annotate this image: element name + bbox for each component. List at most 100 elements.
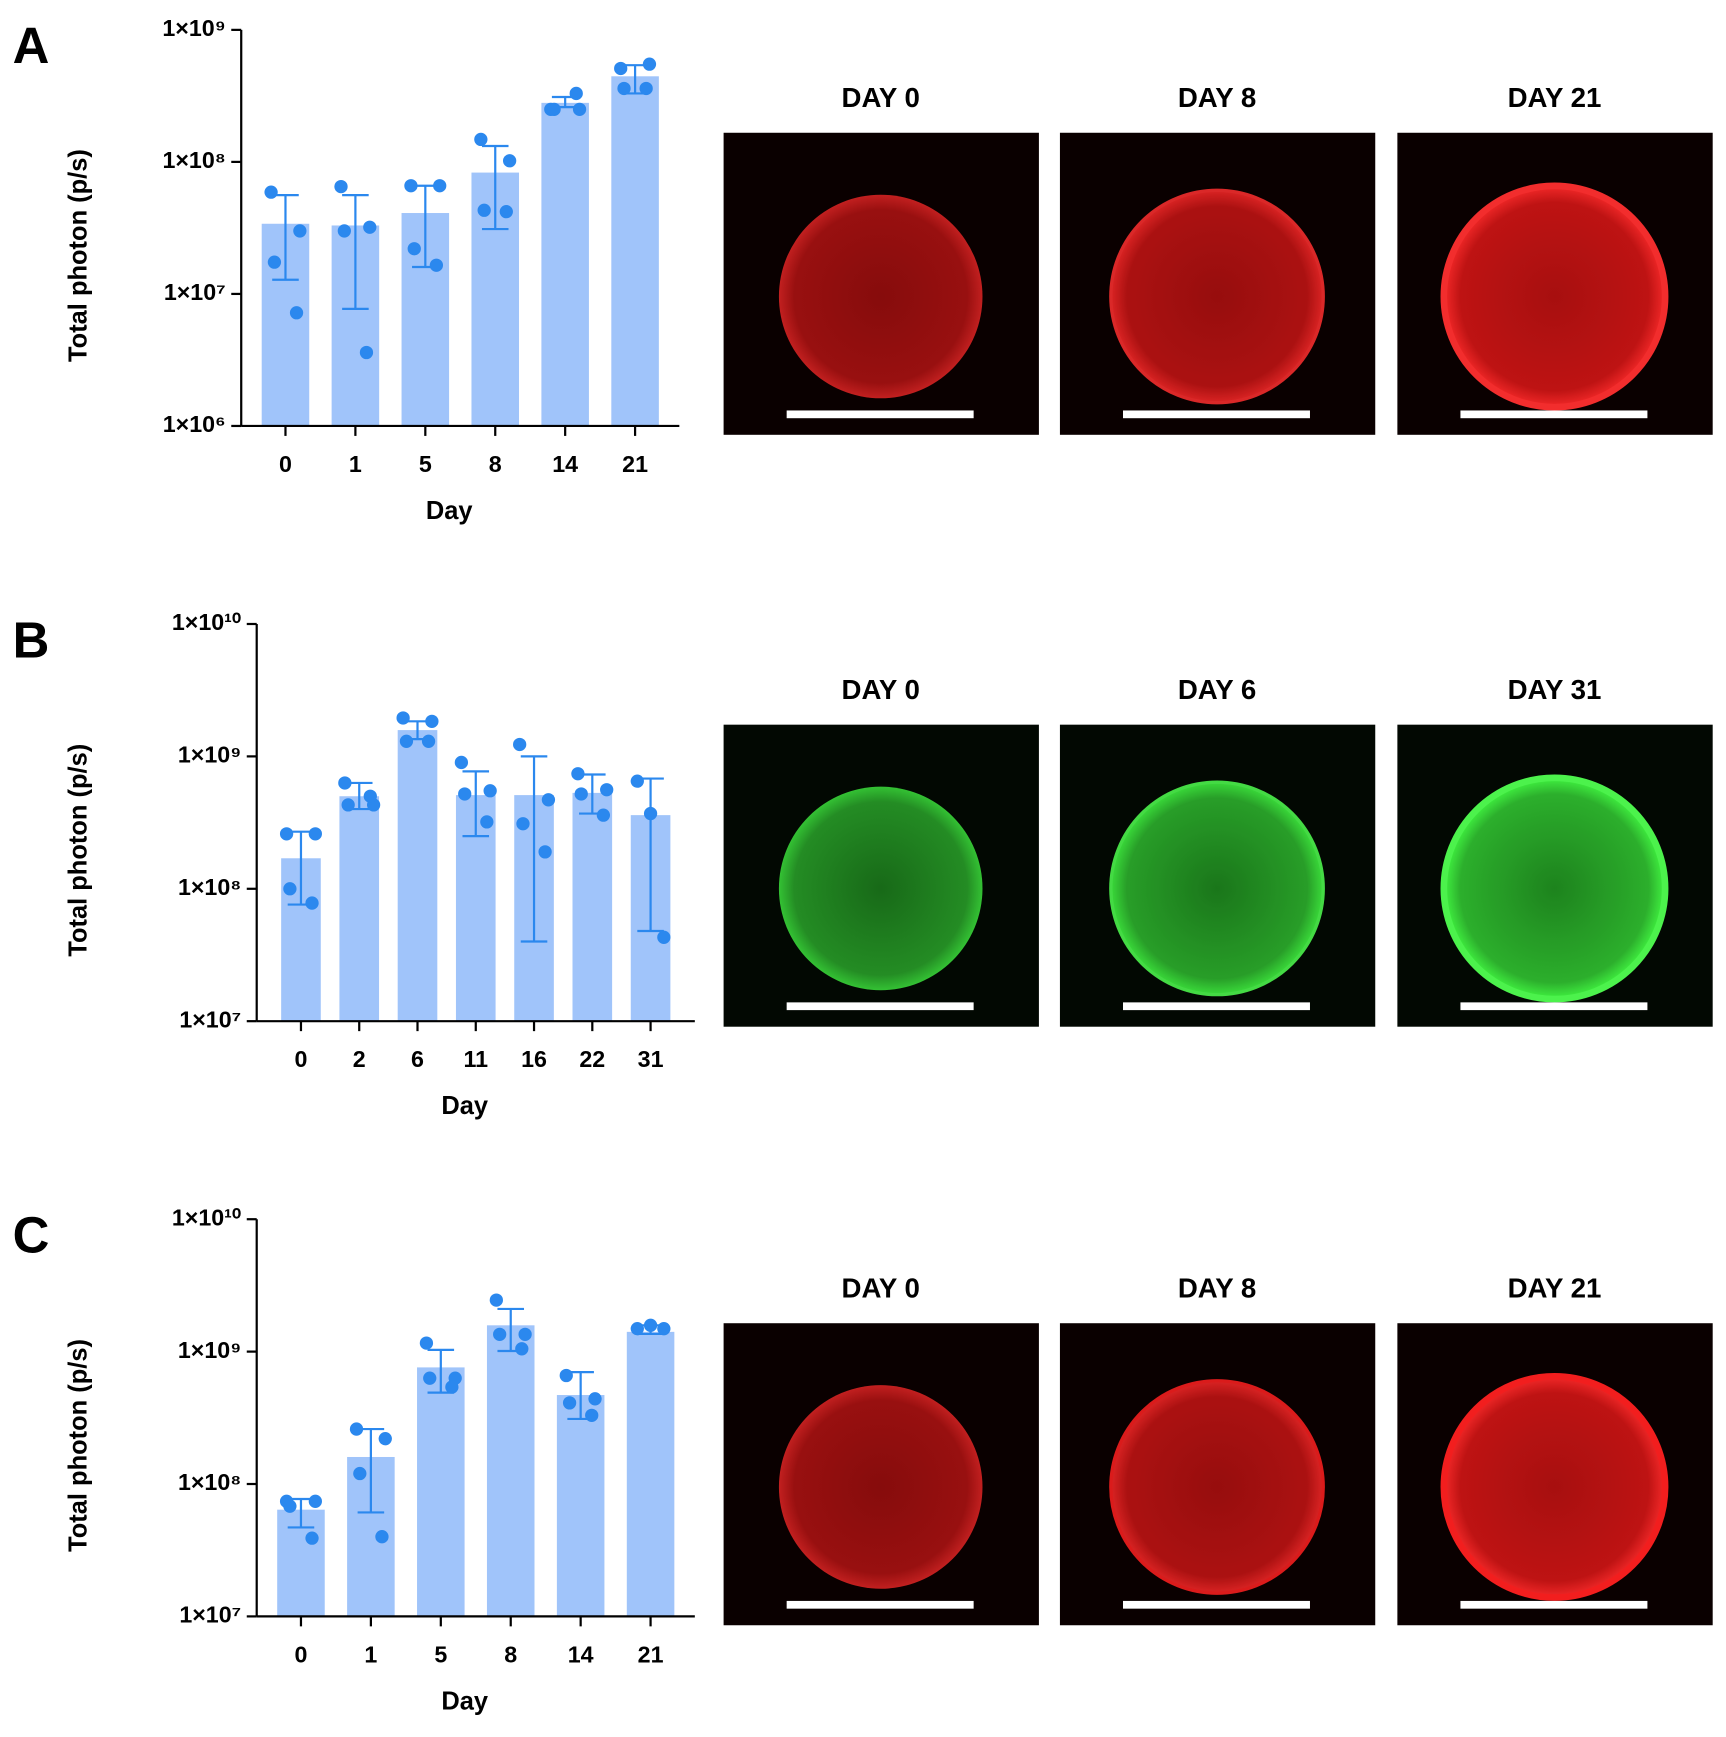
panel-letter: B bbox=[13, 611, 50, 668]
x-tick-label: 11 bbox=[463, 1046, 488, 1072]
data-point bbox=[596, 808, 611, 822]
x-axis-label: Day bbox=[441, 1092, 489, 1120]
x-tick-label: 5 bbox=[419, 451, 432, 477]
spheroid bbox=[1109, 1379, 1325, 1595]
data-point bbox=[378, 1432, 392, 1446]
y-tick-label: 1×10⁹ bbox=[178, 1337, 241, 1363]
data-point bbox=[600, 783, 614, 797]
data-point bbox=[657, 930, 671, 944]
image-title: DAY 21 bbox=[1508, 82, 1602, 113]
data-point bbox=[433, 179, 447, 193]
data-point bbox=[308, 1494, 322, 1508]
spheroid bbox=[1440, 774, 1669, 1003]
data-point bbox=[419, 1336, 434, 1350]
data-point bbox=[538, 845, 552, 859]
bar bbox=[556, 1395, 605, 1617]
data-point bbox=[559, 1368, 573, 1383]
spheroid bbox=[1109, 780, 1325, 997]
data-point bbox=[474, 132, 488, 147]
x-tick-label: 1 bbox=[349, 451, 362, 477]
data-point bbox=[639, 81, 653, 96]
spheroid bbox=[1440, 182, 1669, 411]
data-point bbox=[516, 817, 530, 831]
spheroid bbox=[778, 1385, 983, 1589]
x-tick-label: 14 bbox=[552, 451, 578, 477]
x-tick-label: 31 bbox=[638, 1046, 664, 1072]
data-point bbox=[477, 203, 491, 217]
data-point bbox=[493, 1327, 507, 1341]
x-axis-label: Day bbox=[441, 1687, 489, 1715]
y-tick-label: 1×10⁸ bbox=[178, 1469, 241, 1495]
bar bbox=[397, 730, 438, 1022]
data-point bbox=[359, 345, 374, 360]
image-title: DAY 8 bbox=[1178, 1272, 1256, 1303]
data-point bbox=[305, 1531, 319, 1545]
data-point bbox=[279, 827, 294, 841]
image-title: DAY 0 bbox=[842, 674, 920, 705]
x-tick-label: 8 bbox=[489, 451, 502, 477]
x-tick-label: 21 bbox=[622, 451, 648, 477]
y-tick-label: 1×10⁸ bbox=[162, 147, 225, 173]
scale-bar bbox=[1122, 1600, 1310, 1609]
panel-letter: C bbox=[13, 1207, 50, 1264]
image-title: DAY 6 bbox=[1178, 674, 1256, 705]
bar bbox=[486, 1325, 535, 1617]
data-point bbox=[363, 789, 377, 803]
image-title: DAY 8 bbox=[1178, 82, 1256, 113]
data-point bbox=[642, 57, 657, 71]
scale-bar bbox=[1460, 410, 1648, 419]
data-point bbox=[454, 755, 469, 770]
data-point bbox=[353, 1466, 367, 1481]
data-point bbox=[515, 1342, 529, 1356]
data-point bbox=[283, 882, 297, 896]
bar bbox=[611, 76, 659, 426]
y-tick-label: 1×10⁷ bbox=[179, 1602, 241, 1628]
data-point bbox=[569, 86, 583, 101]
data-point bbox=[293, 224, 307, 238]
y-tick-label: 1×10¹⁰ bbox=[172, 1204, 241, 1230]
image-title: DAY 31 bbox=[1508, 674, 1602, 705]
x-tick-label: 8 bbox=[504, 1641, 517, 1667]
x-tick-label: 16 bbox=[521, 1046, 547, 1072]
data-point bbox=[657, 1322, 671, 1336]
data-point bbox=[541, 793, 556, 807]
x-tick-label: 0 bbox=[279, 451, 292, 477]
spheroid bbox=[1440, 1373, 1669, 1601]
y-tick-label: 1×10⁷ bbox=[179, 1006, 241, 1032]
x-axis-label: Day bbox=[426, 497, 474, 525]
scale-bar bbox=[1122, 1002, 1310, 1011]
data-point bbox=[264, 185, 278, 199]
data-point bbox=[404, 179, 418, 193]
data-point bbox=[399, 734, 414, 748]
bar bbox=[339, 796, 380, 1022]
data-point bbox=[489, 1293, 503, 1307]
data-point bbox=[349, 1422, 364, 1436]
scale-bar bbox=[1460, 1002, 1648, 1011]
data-point bbox=[513, 737, 527, 752]
y-tick-label: 1×10⁷ bbox=[164, 279, 226, 305]
y-tick-label: 1×10⁹ bbox=[162, 15, 225, 41]
data-point bbox=[585, 1408, 599, 1422]
image-title: DAY 21 bbox=[1508, 1272, 1602, 1303]
y-tick-label: 1×10⁸ bbox=[178, 874, 241, 900]
y-axis-label: Total photon (p/s) bbox=[64, 149, 92, 362]
data-point bbox=[423, 1371, 437, 1385]
data-point bbox=[305, 896, 319, 910]
data-point bbox=[334, 179, 348, 194]
x-tick-label: 1 bbox=[364, 1641, 377, 1667]
data-point bbox=[574, 787, 588, 801]
data-point bbox=[502, 154, 517, 168]
x-tick-label: 6 bbox=[411, 1046, 424, 1072]
data-point bbox=[480, 815, 494, 829]
spheroid bbox=[1109, 188, 1325, 405]
image-title: DAY 0 bbox=[842, 1272, 920, 1303]
y-axis-label: Total photon (p/s) bbox=[64, 744, 92, 957]
scale-bar bbox=[1460, 1600, 1648, 1609]
data-point bbox=[643, 1318, 658, 1332]
y-axis-label: Total photon (p/s) bbox=[64, 1339, 92, 1552]
data-point bbox=[617, 81, 631, 96]
image-title: DAY 0 bbox=[842, 82, 920, 113]
scale-bar bbox=[786, 1600, 974, 1609]
data-point bbox=[407, 242, 421, 256]
